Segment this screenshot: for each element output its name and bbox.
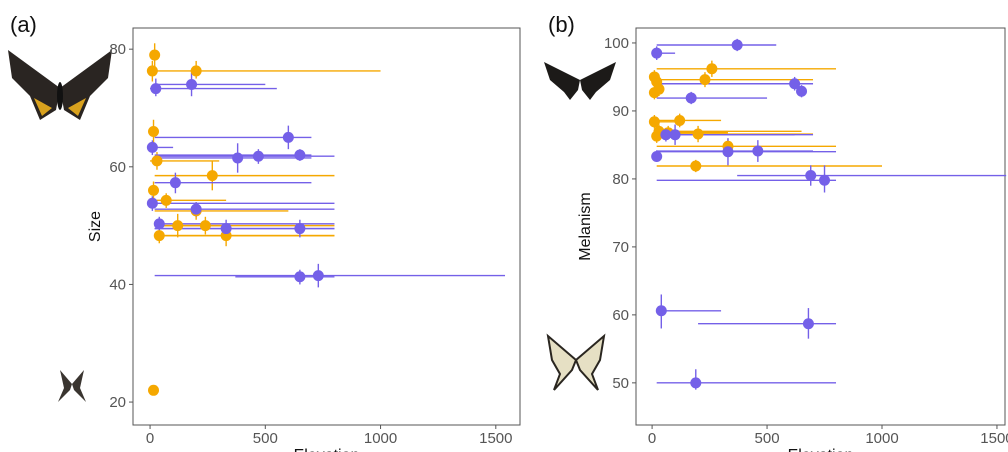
- point: [186, 78, 198, 90]
- point: [220, 223, 232, 235]
- y-tick-label: 60: [109, 159, 126, 176]
- point: [150, 83, 162, 95]
- point: [805, 170, 817, 182]
- x-tick-label: 1000: [865, 430, 898, 447]
- point: [153, 218, 165, 230]
- x-tick-label: 500: [253, 430, 278, 447]
- butterfly-striped: [546, 333, 606, 391]
- butterfly-dark: [8, 50, 112, 120]
- x-tick-label: 0: [146, 430, 154, 447]
- panel-label: (a): [10, 12, 37, 37]
- point: [690, 160, 702, 172]
- y-tick-label: 70: [612, 239, 629, 256]
- panel-label: (b): [548, 12, 575, 37]
- y-tick-label: 80: [612, 171, 629, 188]
- x-axis-title: Elevation: [294, 447, 360, 452]
- butterfly-black: [544, 62, 616, 100]
- point: [190, 65, 202, 77]
- point: [199, 220, 211, 232]
- point: [153, 230, 165, 242]
- x-tick-label: 0: [648, 430, 656, 447]
- point: [160, 194, 172, 206]
- point: [731, 39, 743, 51]
- point: [802, 318, 814, 330]
- x-tick-label: 1500: [980, 430, 1008, 447]
- point: [294, 223, 306, 235]
- point: [722, 146, 734, 158]
- point: [252, 150, 264, 162]
- point: [752, 145, 764, 157]
- point: [312, 270, 324, 282]
- y-tick-label: 20: [109, 394, 126, 411]
- point: [655, 305, 667, 317]
- point: [206, 170, 218, 182]
- plot-frame: [132, 27, 521, 426]
- y-tick-label: 80: [109, 41, 126, 58]
- x-tick-label: 1000: [364, 430, 397, 447]
- point: [674, 114, 686, 126]
- point: [294, 149, 306, 161]
- point: [146, 197, 158, 209]
- point: [692, 128, 704, 140]
- x-tick-label: 1500: [479, 430, 512, 447]
- point: [294, 271, 306, 283]
- point: [706, 63, 718, 75]
- point: [146, 65, 158, 77]
- point: [149, 49, 161, 61]
- point: [148, 126, 160, 138]
- point: [699, 74, 711, 86]
- x-tick-label: 500: [755, 430, 780, 447]
- point: [282, 131, 294, 143]
- y-tick-label: 50: [612, 375, 629, 392]
- point: [232, 152, 244, 164]
- plot-frame: [635, 27, 1006, 426]
- point: [651, 130, 663, 142]
- point: [789, 78, 801, 90]
- butterfly-small: [58, 370, 86, 402]
- point: [796, 85, 808, 97]
- point: [172, 220, 184, 232]
- y-axis-title: Melanism: [577, 192, 594, 260]
- point: [819, 174, 831, 186]
- point: [151, 155, 163, 167]
- point: [651, 47, 663, 59]
- y-tick-label: 90: [612, 103, 629, 120]
- y-tick-label: 40: [109, 276, 126, 293]
- point: [660, 129, 672, 141]
- point: [648, 87, 660, 99]
- point: [148, 184, 160, 196]
- point: [190, 203, 202, 215]
- x-axis-title: Elevation: [788, 447, 854, 452]
- point: [648, 116, 660, 128]
- point: [651, 150, 663, 162]
- point: [169, 177, 181, 189]
- point: [669, 129, 681, 141]
- point: [148, 384, 160, 396]
- y-tick-label: 100: [604, 35, 629, 52]
- y-axis-title: Size: [87, 211, 104, 242]
- point: [690, 377, 702, 389]
- y-tick-label: 60: [612, 307, 629, 324]
- point: [146, 141, 158, 153]
- point: [685, 92, 697, 104]
